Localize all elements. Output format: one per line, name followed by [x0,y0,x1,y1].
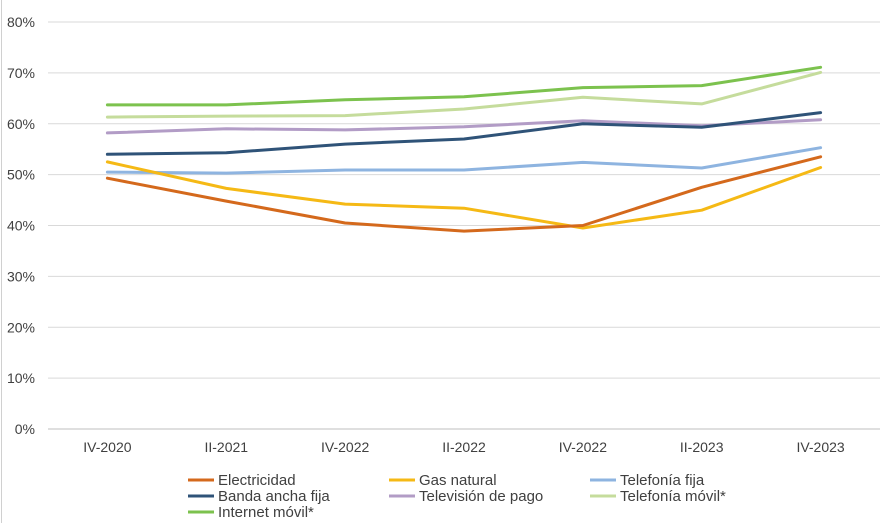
series-line [105,155,823,233]
y-axis-tick-labels: 0% 10% 20% 30% 40% 50% 60% 70% 80% [7,14,35,437]
legend-label: Gas natural [419,472,497,489]
legend-label: Electricidad [218,472,296,489]
legend-label: Internet móvil* [218,504,314,521]
series-line [105,160,823,230]
series-line [105,111,823,156]
series-line [105,146,823,175]
y-tick-label: 70% [7,65,35,81]
legend-label: Telefonía fija [620,472,705,489]
y-tick-label: 50% [7,167,35,183]
series-line [105,65,823,107]
legend-label: Telefonía móvil* [620,488,726,505]
series-lines [105,65,823,233]
y-tick-label: 30% [7,268,35,284]
y-tick-label: 80% [7,14,35,30]
x-tick-label: IV-2022 [321,439,369,455]
legend: Electricidad Gas natural Telefonía fija Ban… [188,472,726,521]
x-tick-label: IV-2023 [796,439,844,455]
x-axis-tick-labels: IV-2020 II-2021 IV-2022 II-2022 IV-2022 II-20… [83,439,845,455]
series-line [105,70,823,119]
y-tick-label: 60% [7,116,35,132]
legend-label: Televisión de pago [419,488,543,505]
y-tick-label: 10% [7,370,35,386]
y-tick-label: 40% [7,218,35,234]
x-tick-label: IV-2022 [559,439,607,455]
y-tick-label: 20% [7,319,35,335]
x-tick-label: II-2021 [204,439,248,455]
gridlines [48,21,880,430]
y-tick-label: 0% [15,421,35,437]
x-tick-label: IV-2020 [83,439,131,455]
x-tick-label: II-2023 [680,439,724,455]
x-tick-label: II-2022 [442,439,486,455]
legend-label: Banda ancha fija [218,488,330,505]
